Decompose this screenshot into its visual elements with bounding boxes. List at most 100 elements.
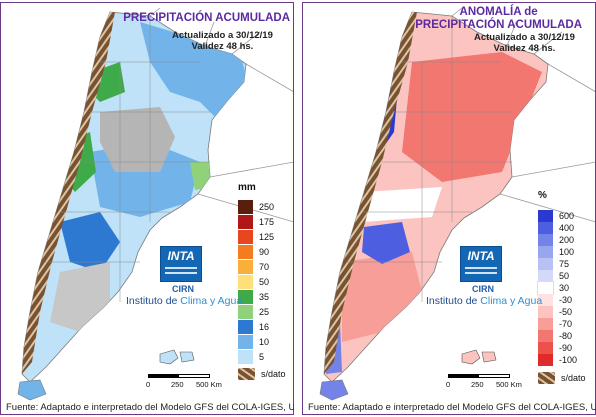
legend-row: 35: [238, 290, 269, 304]
malvinas-islands: [159, 349, 195, 365]
legend-swatch: [238, 290, 253, 304]
legend-row: 16: [238, 320, 269, 334]
scale-tick: 0: [146, 380, 151, 389]
precipitation-map: [0, 2, 294, 401]
scale-segment: [478, 374, 510, 378]
legend-row: -50: [538, 306, 572, 318]
legend-swatch: [538, 246, 553, 258]
legend-value: 50: [259, 277, 270, 287]
legend-value: -100: [559, 355, 578, 365]
legend-nodata: s/dato: [238, 368, 286, 380]
scale-tick: 500 Km: [196, 380, 222, 389]
legend-swatch: [537, 281, 554, 295]
anomaly-map: [302, 2, 596, 401]
strong-deficit: [402, 52, 542, 182]
legend-swatch: [538, 306, 553, 318]
legend-swatch: [538, 270, 553, 282]
legend-value: -30: [559, 295, 573, 305]
map-title-line: PRECIPITACIÓN ACUMULADA: [123, 12, 290, 24]
legend-swatch: [538, 210, 553, 222]
anomaly-panel: ANOMALÍA de PRECIPITACIÓN ACUMULADA Actu…: [302, 2, 596, 415]
neighbor-borders: [451, 7, 596, 223]
update-info: Actualizado a 30/12/19 Validez 48 hs.: [172, 30, 273, 52]
legend-row: -30: [538, 294, 572, 306]
inta-logo: INTA CIRN Instituto de Clima y Agua: [426, 246, 542, 316]
legend-value: 90: [259, 247, 270, 257]
legend-value: 16: [259, 322, 270, 332]
legend-row: 70: [238, 260, 269, 274]
scale-segment: [148, 374, 178, 378]
scale-bar: 0 250 500 Km: [446, 374, 526, 394]
instituto-highlight: Clima y Agua: [480, 295, 543, 307]
excess-core: [362, 222, 410, 264]
logo-stripe: [165, 267, 197, 269]
neutral-band: [362, 187, 442, 222]
legend-row: 50: [238, 275, 269, 289]
legend-value: 250: [259, 202, 275, 212]
legend-unit: %: [538, 190, 547, 201]
precipitation-panel: PRECIPITACIÓN ACUMULADA Actualizado a 30…: [0, 2, 294, 415]
tierra-del-fuego: [17, 379, 47, 401]
inta-logo-text: INTA: [467, 249, 495, 263]
instituto-label: Instituto de Clima y Agua: [426, 295, 542, 307]
scale-tick: 0: [446, 380, 451, 389]
nodata-label: s/dato: [261, 369, 286, 379]
legend: mm 250 175 125 90 70 50 35 25 16 10 5 s/…: [238, 182, 292, 382]
legend-swatch: [238, 350, 253, 364]
legend-value: 50: [559, 271, 570, 281]
inta-logo: INTA CIRN Instituto de Clima y Agua: [126, 246, 242, 316]
legend-row: 600: [538, 210, 574, 222]
legend-row: -100: [538, 354, 577, 366]
legend-row: -80: [538, 330, 572, 342]
legend-swatch: [238, 215, 253, 229]
legend-row: 30: [537, 281, 569, 295]
inta-logo-box: INTA: [160, 246, 202, 282]
inta-logo-box: INTA: [460, 246, 502, 282]
legend-swatch: [538, 354, 553, 366]
legend-value: 125: [259, 232, 275, 242]
tierra-del-fuego: [319, 379, 349, 401]
legend-swatch: [538, 342, 553, 354]
legend-swatch: [238, 200, 253, 214]
province-borders: [347, 16, 512, 302]
map-title-line: PRECIPITACIÓN ACUMULADA: [415, 19, 582, 31]
scale-segment: [178, 374, 210, 378]
legend-row: 10: [238, 335, 269, 349]
dry-zone-gray: [100, 107, 175, 172]
validity: Validez 48 hs.: [191, 41, 254, 52]
legend-swatch: [538, 222, 553, 234]
deficit-south: [342, 252, 422, 342]
instituto-prefix: Instituto de: [126, 295, 181, 307]
legend-value: 75: [559, 259, 570, 269]
legend-value: -80: [559, 331, 573, 341]
cirn-label: CIRN: [172, 284, 194, 294]
legend-row: 90: [238, 245, 269, 259]
nodata-swatch: [238, 368, 255, 380]
source-footer: Fuente: Adaptado e interpretado del Mode…: [308, 402, 596, 413]
legend-swatch: [238, 230, 253, 244]
legend-value: 25: [259, 307, 270, 317]
legend-row: -90: [538, 342, 572, 354]
cirn-label: CIRN: [472, 284, 494, 294]
legend-value: 10: [259, 337, 270, 347]
logo-stripe: [465, 267, 497, 269]
legend-value: 400: [559, 223, 575, 233]
legend-swatch: [538, 258, 553, 270]
source-footer: Fuente: Adaptado e interpretado del Mode…: [6, 402, 294, 413]
legend-row: 25: [238, 305, 269, 319]
neighbor-borders: [149, 7, 294, 223]
scale-tick: 500 Km: [496, 380, 522, 389]
nodata-swatch: [538, 372, 555, 384]
legend-swatch: [238, 335, 253, 349]
legend-swatch: [238, 305, 253, 319]
legend-value: 200: [559, 235, 575, 245]
legend-row: 5: [238, 350, 264, 364]
map-title-line: ANOMALÍA de: [459, 6, 538, 18]
legend-swatch: [238, 320, 253, 334]
legend-row: 250: [238, 200, 274, 214]
legend-row: 175: [238, 215, 274, 229]
legend-swatch: [238, 260, 253, 274]
andes-nodata: [22, 12, 115, 374]
scale-bar: 0 250 500 Km: [146, 374, 226, 394]
legend-value: 100: [559, 247, 575, 257]
